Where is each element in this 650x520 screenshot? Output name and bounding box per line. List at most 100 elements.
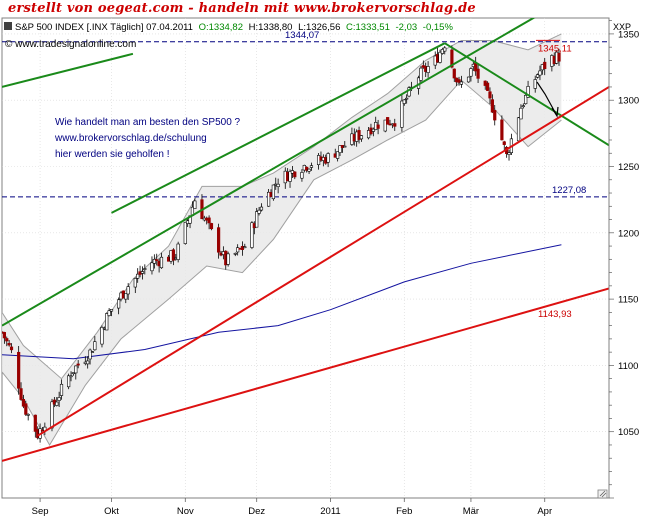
candle-body [17, 351, 21, 389]
candle-body [9, 346, 14, 351]
x-tick-label: Feb [396, 506, 412, 517]
x-tick-label: Nov [177, 506, 194, 517]
candle-body [19, 388, 23, 400]
candle-body [516, 117, 521, 142]
candle-body [193, 200, 197, 209]
candle-body [259, 206, 264, 211]
candle-body [24, 403, 28, 415]
candle-body [543, 61, 547, 70]
candle-body [440, 49, 444, 54]
trend-line [2, 52, 134, 88]
candle-body [476, 68, 480, 79]
x-tick-label: Okt [104, 506, 119, 517]
candle-body [443, 47, 447, 52]
candle-body [519, 107, 523, 120]
candle-body [490, 99, 494, 113]
header-close: C:1333,51 [346, 22, 390, 33]
candle-body [243, 246, 247, 249]
y-tick-label: 1350 [618, 29, 639, 40]
source-text: © www.tradesignalonline.com [5, 39, 136, 50]
candle-body [383, 119, 387, 132]
candle-body [557, 52, 561, 62]
trend-line [444, 42, 609, 147]
annotation-line-2: www.brokervorschlag.de/schulung [54, 133, 207, 144]
candle-body [171, 249, 175, 261]
candle-body [93, 341, 97, 351]
candle-body [90, 351, 95, 353]
candle-body [366, 130, 371, 139]
axis-symbol: XXP [613, 22, 631, 32]
header-swatch [4, 22, 12, 30]
candle-body [7, 342, 11, 346]
annotation: Wie handelt man am besten den SP500 ? ww… [54, 117, 241, 160]
candle-body [535, 74, 540, 78]
candle-body [488, 91, 492, 99]
candle-body [176, 243, 180, 260]
scroll-corner[interactable] [597, 489, 608, 499]
candle-body [74, 365, 78, 374]
candle-body [309, 165, 314, 168]
candle-body [233, 252, 237, 255]
y-tick-label: 1150 [618, 295, 638, 306]
candle-body [183, 221, 187, 244]
candle-body [288, 171, 292, 182]
forecast-arrow [536, 81, 559, 118]
x-tick-label: Mär [463, 506, 479, 517]
candle-body [267, 191, 271, 207]
candle-body [57, 397, 61, 401]
candle-body [533, 79, 537, 89]
header-text: S&P 500 INDEX [.INX Täglich] 07.04.2011 … [15, 22, 453, 33]
candle-body [457, 79, 461, 83]
header-low: L:1326,56 [298, 22, 340, 33]
candle-body [507, 152, 511, 155]
candle-body [136, 273, 140, 279]
header-high: H:1338,80 [249, 22, 293, 33]
header-instrument: S&P 500 INDEX [.INX Täglich] 07.04.2011 [15, 22, 193, 33]
x-tick-label: 2011 [320, 506, 340, 517]
candle-body [426, 66, 430, 73]
candle-body [50, 401, 54, 429]
candle-body [524, 94, 528, 105]
candle-body [419, 67, 423, 81]
candle-body [236, 247, 240, 253]
candle-body [250, 222, 254, 248]
price-label: 1143,93 [538, 309, 572, 320]
candle-body [307, 168, 311, 172]
candle-body [326, 153, 330, 163]
x-tick-label: Apr [537, 506, 552, 517]
y-tick-label: 1250 [618, 162, 639, 173]
candle-body [485, 82, 490, 91]
candle-body [336, 151, 340, 159]
y-tick-label: 1200 [618, 228, 639, 239]
candle-body [459, 81, 464, 85]
level-label: 1227,08 [552, 185, 586, 196]
candle-body [100, 327, 104, 345]
candle-body [126, 286, 130, 295]
candle-body [343, 145, 347, 148]
candle-body [133, 278, 137, 288]
candle-body [155, 259, 159, 261]
candle-body [257, 209, 261, 214]
candle-body [5, 338, 9, 342]
candle-body [255, 211, 259, 228]
candle-body [400, 100, 404, 128]
candle-body [55, 401, 59, 406]
candle-body [405, 97, 409, 100]
candle-body [300, 172, 304, 179]
candle-body [338, 145, 342, 153]
trend-line [2, 287, 609, 462]
candle-body [271, 184, 275, 200]
chart-header: S&P 500 INDEX [.INX Täglich] 07.04.2011 … [4, 22, 453, 50]
trend-line [2, 18, 536, 327]
candle-body [293, 171, 297, 178]
candle-body [2, 332, 6, 339]
candle-body [209, 223, 214, 230]
candle-body [86, 360, 90, 365]
candle-body [150, 262, 154, 272]
annotation-line-1: Wie handelt man am besten den SP500 ? [55, 117, 241, 128]
candle-body [450, 49, 454, 68]
candle-body [393, 123, 397, 127]
banner-title: erstellt von oegeat.com - handeln mit ww… [8, 1, 476, 16]
candle-body [69, 375, 73, 378]
